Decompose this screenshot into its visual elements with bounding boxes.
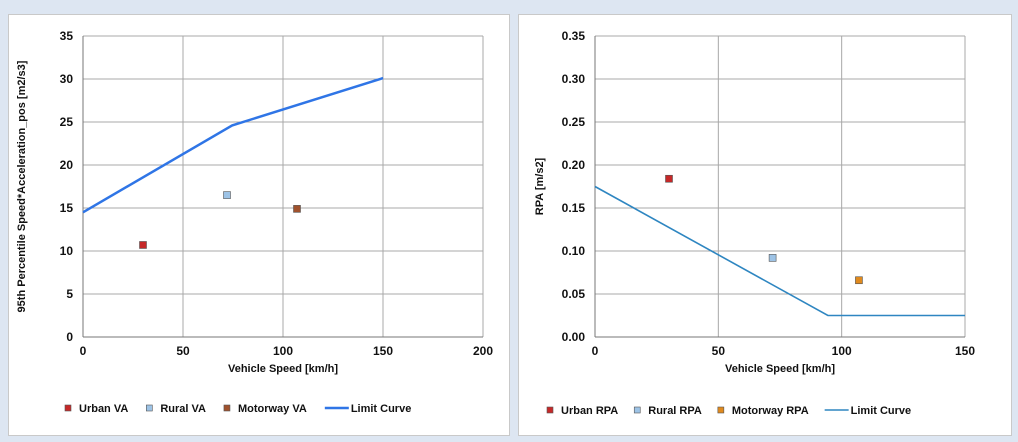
chart1-motorway-rpa-point: [855, 277, 862, 284]
chart0-legend-motorway-va-swatch: [224, 405, 230, 411]
chart-panel-left: 0 5 10 15 20 25 30 35 0 50 100 150 200 Vehicle Speed …: [8, 14, 510, 436]
chart1-y-tick-label: 0.35: [562, 29, 586, 43]
chart0-x-axis-title: Vehicle Speed [km/h]: [228, 363, 338, 375]
chart0-rural-va-point: [224, 192, 231, 199]
chart0-y-tick-label: 0: [66, 330, 73, 344]
chart0-y-axis-title: 95th Percentile Speed*Acceleration_pos […: [16, 60, 28, 312]
chart1-x-tick-label: 150: [955, 344, 975, 358]
chart0-y-tick-label: 30: [60, 72, 74, 86]
chart1-x-axis-title: Vehicle Speed [km/h]: [725, 363, 835, 375]
chart0-y-tick-label: 25: [60, 115, 74, 129]
chart0-legend-limit-curve-label: Limit Curve: [351, 403, 412, 415]
chart0-x-tick-label: 0: [80, 344, 87, 358]
chart1-y-tick-label: 0.05: [562, 287, 586, 301]
chart-panel-right: 0.00 0.05 0.10 0.15 0.20 0.25 0.30 0.35 0 50 100 15…: [518, 14, 1012, 436]
chart1-x-tick-label: 100: [832, 344, 852, 358]
chart1-rural-rpa-point: [769, 254, 776, 261]
chart0-y-tick-label: 5: [66, 287, 73, 301]
chart1-legend-limit-curve-label: Limit Curve: [851, 405, 912, 417]
chart1-legend-motorway-rpa-label: Motorway RPA: [732, 405, 809, 417]
chart1-x-tick-label: 0: [592, 344, 599, 358]
chart0-y-tick-label: 10: [60, 244, 74, 258]
chart0-legend-rural-va-swatch: [146, 405, 152, 411]
chart0-x-tick-label: 200: [473, 344, 493, 358]
chart1-x-tick-label: 50: [712, 344, 726, 358]
chart-right: 0.00 0.05 0.10 0.15 0.20 0.25 0.30 0.35 0 50 100 15…: [519, 15, 1013, 437]
chart-left: 0 5 10 15 20 25 30 35 0 50 100 150 200 Vehicle Speed …: [9, 15, 511, 437]
chart1-y-axis-title: RPA [m/s2]: [534, 157, 546, 215]
chart1-y-tick-label: 0.15: [562, 201, 586, 215]
chart0-legend-rural-va-label: Rural VA: [160, 403, 206, 415]
chart1-y-tick-label: 0.30: [562, 72, 586, 86]
chart1-legend-motorway-rpa-swatch: [718, 407, 724, 413]
chart0-motorway-va-point: [294, 205, 301, 212]
chart0-y-tick-label: 20: [60, 158, 74, 172]
chart0-legend-motorway-va-label: Motorway VA: [238, 403, 307, 415]
chart0-x-tick-label: 50: [176, 344, 190, 358]
chart1-legend-rural-rpa-swatch: [634, 407, 640, 413]
chart1-legend-urban-rpa-swatch: [547, 407, 553, 413]
chart0-y-tick-label: 35: [60, 29, 74, 43]
chart0-x-tick-label: 100: [273, 344, 293, 358]
chart0-legend-urban-va-swatch: [65, 405, 71, 411]
chart1-legend-rural-rpa-label: Rural RPA: [648, 405, 702, 417]
chart0-legend-urban-va-label: Urban VA: [79, 403, 128, 415]
chart1-y-tick-label: 0.10: [562, 244, 586, 258]
chart1-urban-rpa-point: [666, 175, 673, 182]
chart0-urban-va-point: [140, 241, 147, 248]
chart1-y-tick-label: 0.25: [562, 115, 586, 129]
chart1-y-tick-label: 0.00: [562, 330, 586, 344]
chart0-limit-curve-line: [83, 78, 383, 212]
chart0-y-tick-label: 15: [60, 201, 74, 215]
chart1-legend-urban-rpa-label: Urban RPA: [561, 405, 618, 417]
chart1-y-tick-label: 0.20: [562, 158, 586, 172]
chart0-x-tick-label: 150: [373, 344, 393, 358]
